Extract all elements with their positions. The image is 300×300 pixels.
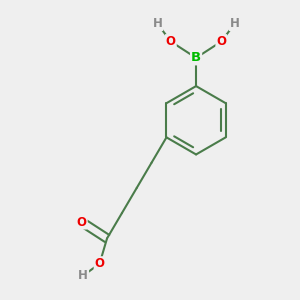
Text: O: O bbox=[77, 216, 87, 229]
Text: O: O bbox=[216, 35, 226, 48]
Text: O: O bbox=[94, 257, 105, 270]
Text: O: O bbox=[166, 35, 176, 48]
Text: H: H bbox=[230, 17, 240, 30]
Text: H: H bbox=[78, 269, 88, 282]
Text: B: B bbox=[191, 51, 201, 64]
Text: H: H bbox=[152, 17, 162, 30]
